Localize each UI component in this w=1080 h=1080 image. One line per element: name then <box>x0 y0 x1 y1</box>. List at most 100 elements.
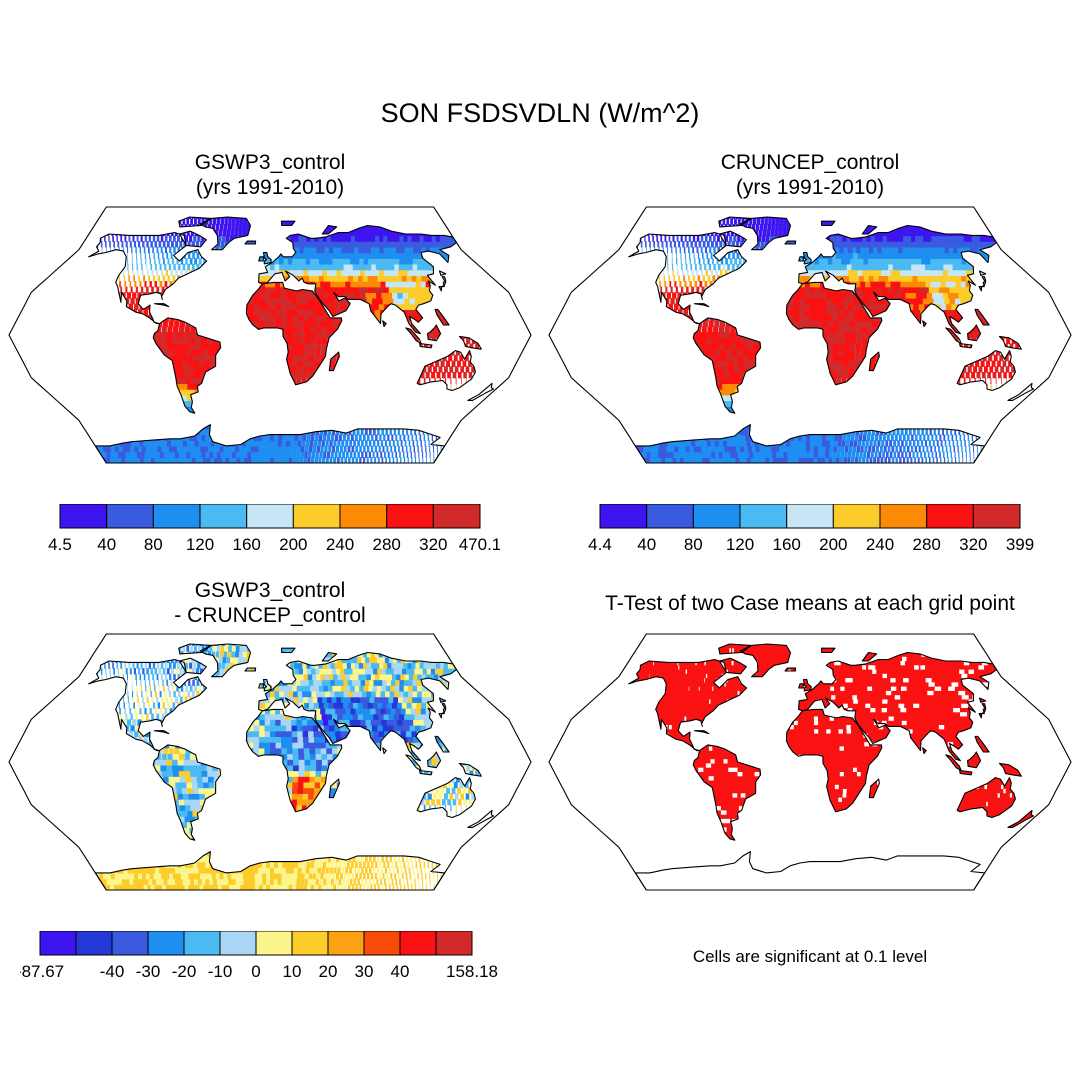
data-cell <box>313 440 318 447</box>
data-cell <box>317 269 325 276</box>
data-cell <box>389 241 397 248</box>
data-cell <box>847 457 851 463</box>
data-cell <box>337 246 344 254</box>
data-cell <box>414 451 416 458</box>
data-cell <box>378 303 387 310</box>
data-cell <box>168 349 176 356</box>
data-cell <box>337 286 345 293</box>
data-cell <box>713 457 720 463</box>
data-cell <box>131 252 133 259</box>
data-cell <box>162 349 171 356</box>
data-cell <box>321 337 328 345</box>
data-cell <box>376 292 384 299</box>
data-cell <box>175 451 182 458</box>
data-cell <box>347 252 356 259</box>
data-cell <box>454 366 459 373</box>
data-cell <box>149 258 151 265</box>
data-cell <box>377 428 380 436</box>
data-cell <box>200 445 206 453</box>
data-cell <box>148 235 151 242</box>
data-cell <box>266 445 271 453</box>
data-cell <box>345 246 353 254</box>
data-cell <box>221 217 225 219</box>
data-cell <box>668 457 676 463</box>
data-cell <box>896 428 900 436</box>
data-cell <box>163 451 171 458</box>
data-cell <box>161 445 168 453</box>
data-cell <box>135 286 138 293</box>
data-cell <box>391 451 394 458</box>
data-cell <box>912 451 915 458</box>
data-cell <box>127 440 135 447</box>
data-cell <box>400 440 403 447</box>
data-cell <box>240 457 246 463</box>
data-cell <box>465 366 470 373</box>
data-cell <box>448 354 453 362</box>
data-cell <box>798 457 804 463</box>
data-cell <box>381 258 391 265</box>
data-cell <box>696 451 703 458</box>
data-cell <box>352 286 361 293</box>
data-cell <box>176 258 179 265</box>
data-cell <box>173 235 176 242</box>
data-cell <box>375 434 378 441</box>
data-cell <box>315 281 323 288</box>
data-cell <box>341 258 349 265</box>
data-cell <box>156 286 160 293</box>
data-cell <box>128 235 131 242</box>
data-cell <box>192 445 199 453</box>
data-cell <box>356 428 360 436</box>
data-cell <box>171 451 178 458</box>
data-cell <box>867 428 872 436</box>
data-cell <box>326 320 334 328</box>
data-cell <box>850 434 855 441</box>
data-cell <box>905 451 908 458</box>
data-cell <box>392 275 402 282</box>
data-cell <box>293 440 298 447</box>
data-cell <box>188 366 196 373</box>
data-cell <box>253 315 260 322</box>
data-cell <box>307 292 314 299</box>
data-cell <box>143 309 148 316</box>
data-cell <box>133 275 135 282</box>
coastlines <box>88 216 495 464</box>
data-cell <box>213 343 220 350</box>
data-cell <box>334 252 342 259</box>
data-cell <box>854 434 859 441</box>
data-cell <box>301 292 309 299</box>
data-cell <box>381 457 384 463</box>
data-cell <box>402 292 411 299</box>
data-cell <box>451 360 456 367</box>
data-cell <box>215 224 220 231</box>
data-cell <box>802 457 807 463</box>
data-cell <box>650 445 659 453</box>
data-cell <box>383 235 391 242</box>
data-cell <box>144 451 152 458</box>
data-cell <box>685 445 693 453</box>
data-cell <box>676 457 684 463</box>
data-cell <box>123 269 125 276</box>
data-cell <box>355 457 358 463</box>
data-cell <box>201 218 205 225</box>
data-cell <box>330 235 337 242</box>
data-cell <box>178 263 181 271</box>
data-cell <box>350 235 358 242</box>
data-cell <box>300 252 307 259</box>
data-cell <box>124 235 127 242</box>
data-cell <box>407 309 416 316</box>
panel-1-title-line2: (yrs 1991-2010) <box>195 176 345 199</box>
data-cell <box>189 235 193 242</box>
data-cell <box>258 440 263 447</box>
data-cell <box>423 235 432 242</box>
data-cell <box>126 445 134 453</box>
data-cell <box>120 235 123 242</box>
data-cell <box>400 281 410 288</box>
data-cell <box>152 246 154 254</box>
data-cell <box>292 258 299 265</box>
data-cell <box>330 434 334 441</box>
data-cell <box>178 343 187 350</box>
data-cell <box>171 360 179 367</box>
panel-2-title: CRUNCEP_control (yrs 1991-2010) <box>640 150 980 200</box>
data-cell <box>292 309 299 316</box>
data-cell <box>935 451 937 458</box>
